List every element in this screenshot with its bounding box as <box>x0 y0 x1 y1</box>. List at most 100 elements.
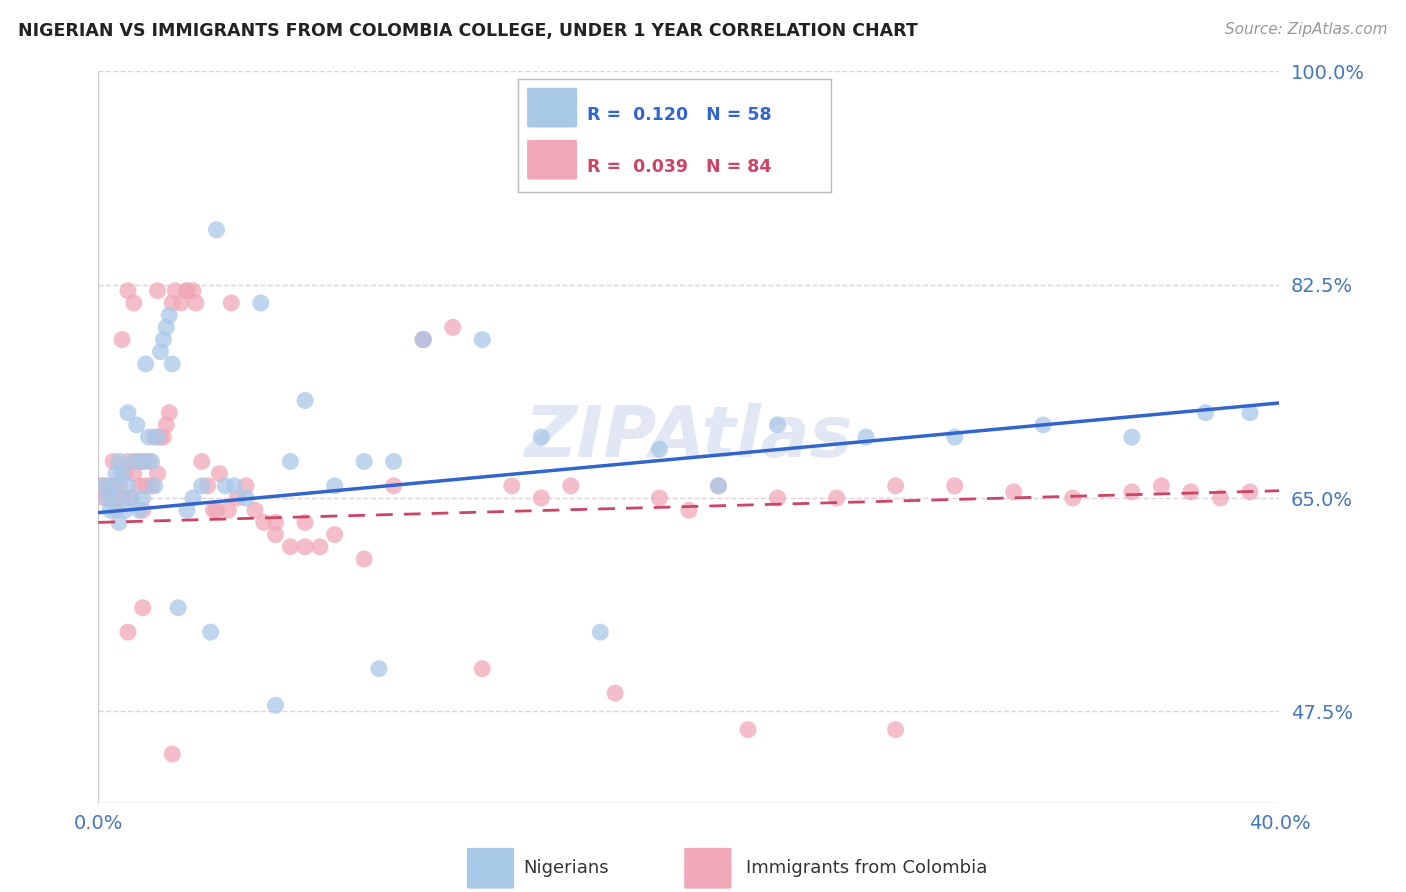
Point <box>146 467 169 481</box>
Point <box>128 479 150 493</box>
Point <box>202 503 225 517</box>
Point <box>103 479 125 493</box>
Point <box>157 308 180 322</box>
Point <box>132 600 155 615</box>
Point <box>648 442 671 457</box>
Point <box>471 662 494 676</box>
Point <box>141 479 163 493</box>
Point <box>181 491 204 505</box>
Point <box>1195 406 1218 420</box>
Point <box>96 491 118 505</box>
Point <box>294 540 316 554</box>
Point <box>122 296 145 310</box>
Point <box>323 479 346 493</box>
Point <box>605 686 627 700</box>
Point <box>1180 484 1202 499</box>
Point <box>200 625 222 640</box>
Point <box>93 491 115 505</box>
Point <box>111 467 134 481</box>
Point <box>114 467 136 481</box>
Point <box>294 393 316 408</box>
Point <box>90 479 112 493</box>
Point <box>235 491 257 505</box>
Point <box>280 454 302 468</box>
Point <box>191 454 214 468</box>
Point <box>707 479 730 493</box>
Point <box>125 417 148 432</box>
Point <box>294 516 316 530</box>
Point <box>128 503 150 517</box>
Point <box>132 503 155 517</box>
Point <box>441 320 464 334</box>
Point <box>825 491 848 505</box>
Point <box>197 479 219 493</box>
Point <box>120 491 142 505</box>
Point <box>217 503 239 517</box>
Point <box>149 344 172 359</box>
Point <box>855 430 877 444</box>
Point <box>943 479 966 493</box>
Point <box>111 491 134 505</box>
Point <box>157 406 180 420</box>
Point <box>560 479 582 493</box>
Point <box>146 430 169 444</box>
Point <box>120 491 142 505</box>
Point <box>155 417 177 432</box>
Point <box>181 284 204 298</box>
Point <box>1121 430 1143 444</box>
Point <box>138 430 160 444</box>
Point <box>253 516 276 530</box>
Point <box>235 479 257 493</box>
Point <box>135 357 157 371</box>
Point <box>353 552 375 566</box>
Point <box>737 723 759 737</box>
Point <box>382 454 405 468</box>
Point <box>323 527 346 541</box>
Point <box>205 503 228 517</box>
Point <box>648 491 671 505</box>
Point <box>1032 417 1054 432</box>
Point <box>111 333 134 347</box>
Text: NIGERIAN VS IMMIGRANTS FROM COLOMBIA COLLEGE, UNDER 1 YEAR CORRELATION CHART: NIGERIAN VS IMMIGRANTS FROM COLOMBIA COL… <box>18 22 918 40</box>
Point <box>382 479 405 493</box>
Point <box>250 296 273 310</box>
Point <box>264 698 287 713</box>
Point <box>117 454 139 468</box>
Point <box>125 454 148 468</box>
Point <box>167 600 190 615</box>
Point <box>152 333 174 347</box>
Point <box>149 430 172 444</box>
Point <box>117 284 139 298</box>
Point <box>589 625 612 640</box>
Point <box>176 284 198 298</box>
Point <box>412 333 434 347</box>
Point <box>221 296 243 310</box>
Point <box>1150 479 1173 493</box>
Point <box>176 503 198 517</box>
Point <box>155 320 177 334</box>
Point <box>96 479 118 493</box>
Point <box>184 296 207 310</box>
Point <box>943 430 966 444</box>
Point <box>224 479 246 493</box>
Point <box>165 284 187 298</box>
Point <box>707 479 730 493</box>
Point <box>884 723 907 737</box>
Point <box>143 430 166 444</box>
Point <box>108 454 131 468</box>
Point <box>162 747 183 761</box>
Point <box>191 479 214 493</box>
Text: ZIPAtlas: ZIPAtlas <box>524 402 853 472</box>
Point <box>138 454 160 468</box>
Point <box>152 430 174 444</box>
Point <box>93 479 115 493</box>
Point <box>146 284 169 298</box>
Point <box>117 479 139 493</box>
Point <box>176 284 198 298</box>
Point <box>105 503 128 517</box>
Text: Source: ZipAtlas.com: Source: ZipAtlas.com <box>1225 22 1388 37</box>
Point <box>214 479 236 493</box>
Point <box>132 491 155 505</box>
Point <box>117 625 139 640</box>
Point <box>135 479 157 493</box>
